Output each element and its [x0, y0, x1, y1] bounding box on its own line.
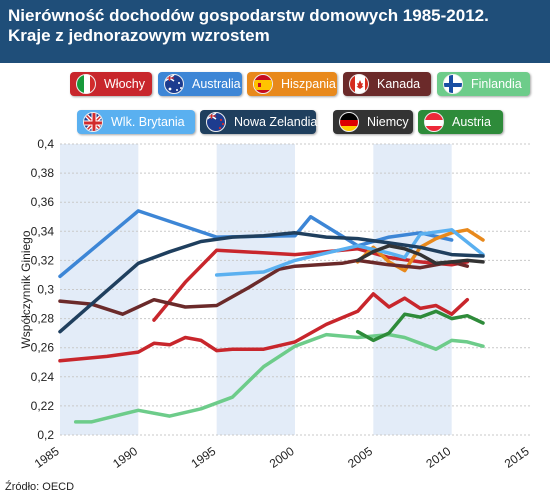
y-tick-label: 0,28 — [31, 312, 55, 326]
legend-label: Hiszpania — [281, 77, 336, 91]
y-tick-label: 0,34 — [31, 224, 55, 238]
legend-label: Włochy — [104, 77, 145, 91]
finland-flag-icon — [443, 74, 463, 94]
spain-flag-icon — [253, 74, 273, 94]
x-tick-label: 2000 — [267, 444, 297, 471]
y-tick-label: 0,38 — [31, 166, 55, 180]
series-line — [355, 309, 485, 343]
series-line — [58, 292, 470, 363]
legend-label: Wlk. Brytania — [111, 115, 185, 129]
legend-item-niemcy: Niemcy — [333, 110, 413, 134]
germany-flag-icon — [339, 112, 359, 132]
canada-flag-icon — [349, 74, 369, 94]
series-line — [73, 332, 485, 424]
y-tick-label: 0,4 — [37, 137, 54, 151]
legend: Włochy Australia Hiszpania Kanada Finlan… — [0, 0, 550, 134]
x-tick-label: 2005 — [345, 444, 375, 471]
series-line — [58, 231, 485, 334]
title-line-2: Kraje z jednorazowym wzrostem — [8, 26, 270, 45]
title-line-1: Nierówność dochodów gospodarstw domowych… — [8, 6, 489, 25]
series-line — [58, 258, 470, 316]
legend-label: Australia — [192, 77, 241, 91]
legend-item-nowa-zelandia: Nowa Zelandia — [200, 110, 318, 134]
header-bar: Nierówność dochodów gospodarstw domowych… — [0, 0, 550, 63]
y-tick-label: 0,2 — [37, 428, 54, 442]
y-tick-label: 0,3 — [37, 283, 54, 297]
legend-label: Niemcy — [367, 115, 409, 129]
legend-item-wlochy: Włochy — [70, 72, 152, 96]
shaded-band — [60, 144, 139, 435]
x-tick-label: 1990 — [110, 444, 140, 471]
legend-item-finlandia: Finlandia — [437, 72, 530, 96]
x-tick-label: 1995 — [188, 444, 218, 471]
chart-title: Nierówność dochodów gospodarstw domowych… — [8, 6, 543, 46]
y-tick-label: 0,22 — [31, 399, 55, 413]
legend-label: Kanada — [377, 77, 421, 91]
austria-flag-icon — [424, 112, 444, 132]
legend-item-australia: Australia — [158, 72, 242, 96]
y-tick-label: 0,36 — [31, 195, 55, 209]
legend-item-hiszpania: Hiszpania — [247, 72, 337, 96]
uk-flag-icon — [83, 112, 103, 132]
x-tick-label: 1985 — [32, 444, 62, 471]
legend-label: Nowa Zelandia — [234, 115, 318, 129]
y-axis-label: Współczynnik Giniego — [19, 230, 33, 348]
italy-flag-icon — [76, 74, 96, 94]
legend-label: Finlandia — [471, 77, 522, 91]
x-tick-label: 2010 — [423, 444, 453, 471]
y-tick-label: 0,26 — [31, 341, 55, 355]
y-tick-label: 0,32 — [31, 253, 55, 267]
x-tick-label: 2015 — [502, 444, 532, 471]
legend-item-kanada: Kanada — [343, 72, 431, 96]
legend-item-austria: Austria — [418, 110, 503, 134]
source-note: Źródło: OECD — [5, 481, 75, 493]
y-tick-label: 0,24 — [31, 370, 55, 384]
australia-flag-icon — [164, 74, 184, 94]
series-line — [214, 228, 485, 277]
series-line — [355, 244, 485, 266]
new-zealand-flag-icon — [206, 112, 226, 132]
series-line — [58, 209, 454, 279]
legend-label: Austria — [452, 115, 491, 129]
legend-item-wlk-brytania: Wlk. Brytania — [77, 110, 195, 134]
line-chart: 0,2 0,22 0,24 0,26 0,28 0,3 0,32 0,34 0,36 0,38 0,… — [19, 137, 532, 471]
